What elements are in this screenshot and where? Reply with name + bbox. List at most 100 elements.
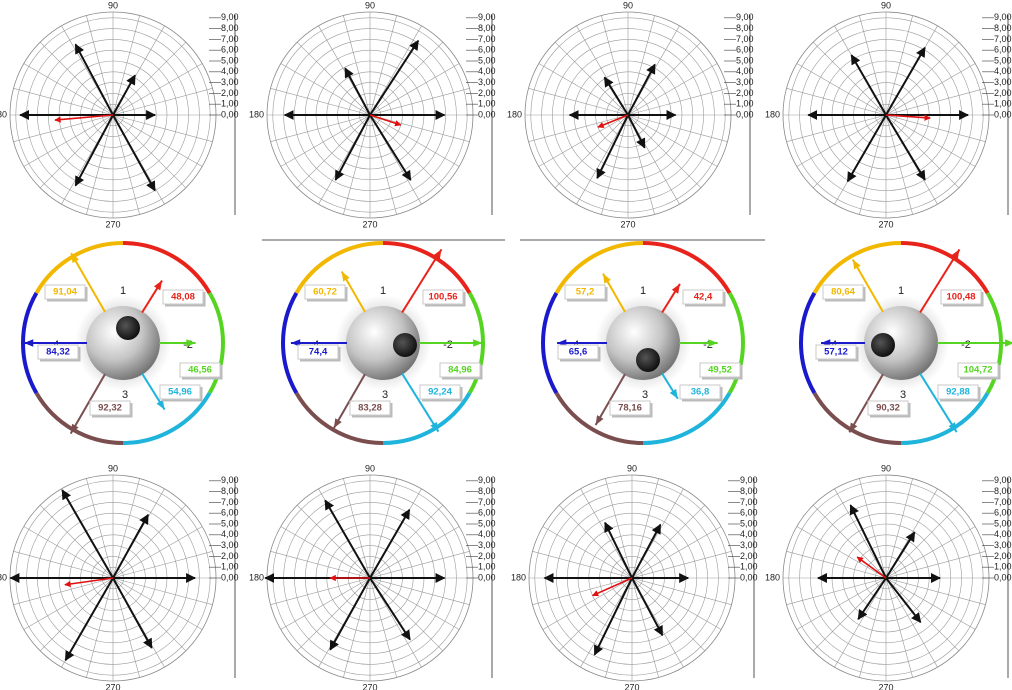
spoke [113, 479, 140, 578]
spoke [113, 578, 186, 651]
spoke [886, 578, 938, 667]
spoke [113, 16, 140, 115]
radial-tick-label: 3,00 [740, 540, 758, 550]
sphere-hole [871, 333, 895, 357]
spoke [859, 578, 886, 677]
spoke [113, 42, 186, 115]
spoke [113, 115, 186, 188]
spoke [370, 42, 443, 115]
arrow-head [708, 339, 717, 346]
spoke [271, 551, 370, 578]
vector [886, 578, 921, 622]
reading-label: 65,6 [569, 347, 588, 358]
spoke [343, 16, 370, 115]
reading-label: 83,28 [358, 403, 382, 414]
spoke [271, 578, 370, 605]
vector [62, 490, 113, 578]
spoke [113, 115, 212, 142]
radial-tick-label: 9,00 [994, 12, 1012, 22]
spoke [787, 551, 886, 578]
radial-tick-label: 3,00 [478, 540, 496, 550]
direction-label: 3 [122, 389, 128, 401]
angle-label: 270 [362, 682, 377, 690]
angle-label: 270 [878, 219, 893, 229]
gauge: 1-234-80,64100,48104,7292,8890,3257,12 [801, 243, 1012, 443]
gauge: 1-234-91,0448,0846,5654,9692,3284,32 [23, 243, 223, 443]
radial-tick-label: 4,00 [478, 66, 496, 76]
spoke [628, 115, 727, 142]
direction-label: -2 [961, 339, 971, 351]
spoke [632, 479, 659, 578]
radial-tick-label: 0,00 [994, 572, 1012, 582]
spoke [555, 42, 628, 115]
spoke [605, 578, 632, 677]
spoke [370, 16, 397, 115]
reading-label: 49,52 [708, 365, 732, 376]
spoke [813, 42, 886, 115]
angle-label: 180 [0, 109, 7, 119]
reading-label: 74,4 [309, 347, 328, 358]
spoke [886, 88, 985, 115]
radial-tick-label: 0,00 [994, 109, 1012, 119]
radial-tick-label: 7,00 [740, 497, 758, 507]
radial-tick-label: 2,00 [221, 551, 239, 561]
vector [113, 578, 152, 648]
spoke [886, 115, 913, 214]
sphere-hole [636, 348, 660, 372]
radial-tick-label: 9,00 [994, 475, 1012, 485]
angle-label: 180 [511, 572, 526, 582]
spoke [40, 115, 113, 188]
spoke [555, 115, 628, 188]
spoke [40, 42, 113, 115]
radial-tick-label: 3,00 [478, 77, 496, 87]
reading-label: 91,04 [53, 287, 77, 298]
radial-tick-label: 0,00 [740, 572, 758, 582]
angle-label: 270 [105, 682, 120, 690]
vector [370, 510, 409, 578]
spoke [533, 578, 632, 605]
spoke [886, 115, 975, 167]
spoke [559, 505, 632, 578]
polar-plot: 0,001,002,003,004,005,006,007,008,009,00… [249, 0, 496, 229]
direction-label: 3 [382, 389, 388, 401]
reading-label: 100,48 [946, 292, 975, 303]
radial-tick-label: 4,00 [994, 529, 1012, 539]
spoke [632, 578, 705, 651]
arrow-head [603, 274, 611, 284]
radial-tick-label: 8,00 [221, 486, 239, 496]
spoke [14, 88, 113, 115]
polar-plot: 0,001,002,003,004,005,006,007,008,009,00… [511, 463, 758, 690]
angle-label: 90 [627, 463, 637, 473]
radial-tick-label: 6,00 [994, 508, 1012, 518]
spoke [797, 115, 886, 167]
radial-tick-label: 5,00 [994, 55, 1012, 65]
angle-label: 270 [620, 219, 635, 229]
polar-plot: 0,001,002,003,004,005,006,007,008,009,00… [765, 463, 1012, 690]
radial-tick-label: 5,00 [736, 55, 754, 65]
vector [595, 578, 632, 655]
polar-plot: 0,001,002,003,004,005,006,007,008,009,00… [507, 0, 754, 229]
spoke [628, 16, 655, 115]
radial-tick-label: 7,00 [478, 497, 496, 507]
radial-tick-label: 2,00 [478, 551, 496, 561]
radial-tick-label: 2,00 [994, 88, 1012, 98]
spoke [859, 16, 886, 115]
radial-tick-label: 7,00 [736, 34, 754, 44]
ring-segment [543, 293, 556, 393]
spoke [787, 115, 886, 142]
radial-tick-label: 8,00 [478, 486, 496, 496]
spoke [297, 578, 370, 651]
radial-tick-label: 4,00 [736, 66, 754, 76]
radial-tick-label: 2,00 [740, 551, 758, 561]
spoke [113, 505, 186, 578]
spoke [581, 578, 633, 667]
radial-tick-label: 3,00 [221, 77, 239, 87]
spoke [886, 16, 913, 115]
spoke [886, 527, 975, 579]
radial-tick-label: 6,00 [221, 508, 239, 518]
spoke [14, 578, 113, 605]
radial-tick-label: 9,00 [478, 475, 496, 485]
vector [886, 532, 915, 578]
reading-label: 57,12 [824, 347, 848, 358]
spoke [813, 505, 886, 578]
